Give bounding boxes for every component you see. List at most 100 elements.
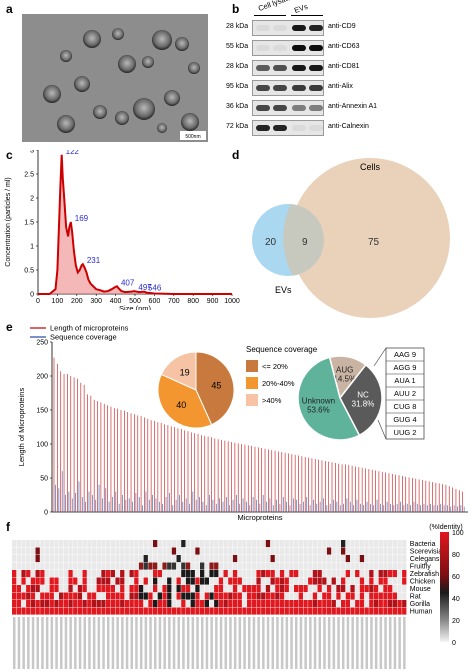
heatmap-cell (265, 592, 271, 600)
wb-kda-label: 72 kDa (226, 123, 249, 130)
heatmap-cell (153, 585, 158, 593)
heatmap-cell (350, 592, 355, 600)
heatmap-col-label (125, 617, 129, 669)
heatmap-cell (101, 607, 106, 615)
heatmap-cell (378, 600, 383, 608)
heatmap-cell (345, 592, 350, 600)
heatmap-cell (369, 555, 374, 563)
heatmap-cell (87, 570, 92, 578)
heatmap-cell (402, 562, 407, 570)
heatmap-cell (134, 570, 139, 578)
vesicle (188, 62, 200, 74)
heatmap-cell (59, 592, 64, 600)
heatmap-cell (378, 570, 383, 578)
y-tick-label: 1 (30, 244, 34, 251)
heatmap-cell (336, 540, 341, 548)
nc-breakdown-item: UUG 2 (394, 428, 417, 437)
orf-pie-label: NC (357, 390, 369, 399)
heatmap-cell (279, 562, 285, 570)
wb-lane-strip (252, 60, 324, 76)
heatmap-cell (214, 547, 219, 555)
heatmap-cell (162, 600, 167, 608)
heatmap-cell (21, 562, 26, 570)
venn-cells-count: 75 (368, 237, 380, 248)
heatmap-cell (195, 540, 200, 548)
heatmap-cell (21, 540, 26, 548)
heatmap-cell (214, 577, 219, 585)
heatmap-cell (388, 600, 393, 608)
heatmap-cell (190, 607, 195, 615)
nc-connector (373, 347, 387, 367)
heatmap-cell (402, 570, 407, 578)
heatmap-col-label (182, 617, 185, 669)
heatmap-cell (214, 570, 219, 578)
wb-band (273, 85, 287, 91)
heatmap-cell (294, 570, 299, 578)
heatmap-cell (265, 600, 271, 608)
heatmap-cell (82, 540, 87, 548)
heatmap-cell (270, 592, 275, 600)
heatmap-col-label (78, 617, 82, 669)
y-axis-title: Concentration (particles / ml) (5, 177, 12, 266)
wb-col-label-evs: EVs (292, 1, 309, 16)
x-tick-label: 300 (90, 298, 102, 305)
heatmap-cell (317, 600, 322, 608)
heatmap-cell (350, 555, 355, 563)
heatmap-cell (200, 577, 205, 585)
heatmap-col-label (379, 617, 383, 669)
heatmap-cell (200, 540, 205, 548)
heatmap-cell (96, 570, 101, 578)
wb-band (273, 105, 287, 111)
colorbar-tick-label: 20 (452, 618, 460, 625)
heatmap-cell (317, 607, 322, 615)
heatmap-cell (369, 592, 374, 600)
heatmap-cell (364, 577, 369, 585)
venn-evs-label: EVs (275, 285, 292, 295)
heatmap-cell (77, 600, 83, 608)
heatmap-cell (181, 570, 186, 578)
heatmap-cell (44, 585, 50, 593)
heatmap-cell (345, 577, 350, 585)
heatmap-cell (364, 562, 369, 570)
heatmap-cell (30, 540, 36, 548)
heatmap-cell (171, 555, 177, 563)
heatmap-cell (284, 600, 289, 608)
heatmap-cell (392, 592, 397, 600)
heatmap-cell (303, 570, 308, 578)
heatmap-cell (63, 600, 68, 608)
heatmap-cell (364, 592, 369, 600)
heatmap-cell (397, 570, 402, 578)
heatmap-cell (350, 547, 355, 555)
heatmap-col-label (215, 617, 218, 669)
vesicle (43, 85, 61, 103)
heatmap-cell (153, 592, 158, 600)
heatmap-col-label (219, 617, 223, 669)
heatmap-cell (289, 547, 294, 555)
heatmap-cell (237, 547, 242, 555)
heatmap-cell (176, 540, 181, 548)
wb-antibody-label: anti-CD81 (328, 63, 360, 70)
heatmap-col-label (83, 617, 86, 669)
heatmap-cell (256, 570, 261, 578)
heatmap-cell (171, 607, 177, 615)
heatmap-cell (270, 570, 275, 578)
heatmap-cell (261, 570, 266, 578)
panel-label-b: b (232, 2, 240, 16)
heatmap-cell (388, 547, 393, 555)
heatmap-cell (247, 585, 252, 593)
heatmap-cell (185, 577, 191, 585)
heatmap-cell (256, 585, 261, 593)
heatmap-cell (251, 592, 256, 600)
heatmap-cell (115, 585, 120, 593)
orf-pie-label: 31.8% (352, 399, 375, 408)
heatmap-cell (30, 562, 36, 570)
heatmap-cell (388, 555, 393, 563)
heatmap-cell (303, 607, 308, 615)
heatmap-cell (195, 607, 200, 615)
heatmap-cell (82, 592, 87, 600)
heatmap-cell (134, 592, 139, 600)
heatmap-cell (49, 600, 54, 608)
heatmap-cell (96, 600, 101, 608)
x-tick-label: 400 (110, 298, 122, 305)
wb-antibody-label: anti-Calnexin (328, 123, 369, 130)
